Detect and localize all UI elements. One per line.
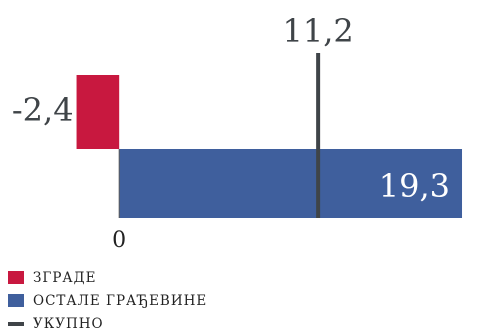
x-tick-label-zero: 0	[112, 228, 126, 253]
data-label-zgrade: -2,4	[12, 91, 74, 129]
legend-swatch-ukupno	[8, 321, 24, 326]
legend-item-ostale-gradjevine: ОСТАЛЕ ГРАЂЕВИНЕ	[8, 289, 207, 312]
legend-label-ukupno: УКУПНО	[33, 315, 104, 332]
chart-legend: ЗГРАДЕ ОСТАЛЕ ГРАЂЕВИНЕ УКУПНО	[8, 266, 207, 335]
legend-label-ostale-gradjevine: ОСТАЛЕ ГРАЂЕВИНЕ	[33, 292, 208, 309]
bar-zgrade	[76, 75, 120, 149]
data-label-ostale-gradjevine: 19,3	[379, 167, 450, 205]
legend-item-zgrade: ЗГРАДЕ	[8, 266, 207, 289]
legend-label-zgrade: ЗГРАДЕ	[33, 269, 97, 286]
legend-swatch-ostale-gradjevine	[8, 294, 24, 307]
data-label-total: 11,2	[283, 12, 354, 50]
legend-swatch-zgrade	[8, 271, 24, 284]
bar-ostale-gradjevine	[119, 149, 463, 218]
legend-item-ukupno: УКУПНО	[8, 312, 207, 335]
